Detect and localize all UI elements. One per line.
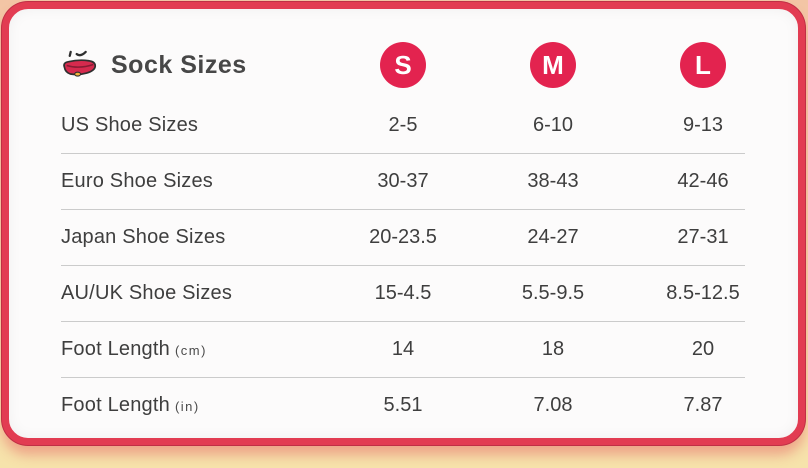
cell-value: 20 bbox=[691, 337, 715, 360]
table-row-us-shoe-sizes: US Shoe Sizes 2-5 6-10 9-13 bbox=[61, 97, 778, 153]
cell-value: 27-31 bbox=[677, 225, 729, 248]
cell-value: 30-37 bbox=[377, 169, 429, 192]
table-row-euro-shoe-sizes: Euro Shoe Sizes 30-37 38-43 42-46 bbox=[61, 153, 778, 209]
size-badge-m: M bbox=[530, 42, 576, 88]
row-unit: (cm) bbox=[174, 342, 207, 358]
row-label: Foot Length (cm) bbox=[61, 338, 328, 361]
row-label-text: AU/UK Shoe Sizes bbox=[61, 281, 233, 304]
row-label-text: US Shoe Sizes bbox=[61, 113, 199, 136]
page-title: Sock Sizes bbox=[111, 50, 247, 79]
cell-value: 42-46 bbox=[677, 169, 729, 192]
cell-value: 15-4.5 bbox=[374, 281, 432, 304]
cell-value: 38-43 bbox=[527, 169, 579, 192]
row-label: Japan Shoe Sizes bbox=[61, 226, 328, 249]
cell-value: 5.51 bbox=[383, 393, 423, 416]
cell-value: 7.87 bbox=[683, 393, 723, 416]
cell-value: 14 bbox=[391, 337, 415, 360]
table-row-japan-shoe-sizes: Japan Shoe Sizes 20-23.5 24-27 27-31 bbox=[61, 209, 778, 265]
table-row-foot-length-in: Foot Length (in) 5.51 7.08 7.87 bbox=[61, 377, 778, 433]
cell-value: 2-5 bbox=[388, 113, 418, 136]
cell-value: 20-23.5 bbox=[369, 225, 437, 248]
row-label-text: Japan Shoe Sizes bbox=[61, 225, 226, 248]
table-row-auuk-shoe-sizes: AU/UK Shoe Sizes 15-4.5 5.5-9.5 8.5-12.5 bbox=[61, 265, 778, 321]
table-row-foot-length-cm: Foot Length (cm) 14 18 20 bbox=[61, 321, 778, 377]
row-label-text: Foot Length bbox=[61, 393, 170, 416]
size-table-body: US Shoe Sizes 2-5 6-10 9-13 Euro Shoe Si… bbox=[61, 97, 778, 433]
row-unit: (in) bbox=[174, 398, 200, 414]
cell-value: 9-13 bbox=[682, 113, 724, 136]
table-header-row: Sock Sizes S M L bbox=[61, 33, 778, 97]
title-group: Sock Sizes bbox=[61, 48, 328, 82]
row-label: Foot Length (in) bbox=[61, 394, 328, 417]
size-badge-l: L bbox=[680, 42, 726, 88]
cell-value: 24-27 bbox=[527, 225, 579, 248]
cell-value: 5.5-9.5 bbox=[521, 281, 585, 304]
cell-value: 8.5-12.5 bbox=[666, 281, 740, 304]
size-badge-s: S bbox=[380, 42, 426, 88]
row-label: US Shoe Sizes bbox=[61, 114, 328, 137]
row-label-text: Euro Shoe Sizes bbox=[61, 169, 213, 192]
cell-value: 6-10 bbox=[532, 113, 574, 136]
row-label-text: Foot Length bbox=[61, 337, 170, 360]
sock-sizes-card: Sock Sizes S M L US Shoe Sizes 2-5 6-10 … bbox=[2, 2, 805, 445]
row-label: Euro Shoe Sizes bbox=[61, 170, 328, 193]
row-label: AU/UK Shoe Sizes bbox=[61, 282, 328, 305]
sock-icon bbox=[61, 48, 99, 82]
cell-value: 18 bbox=[541, 337, 565, 360]
cell-value: 7.08 bbox=[533, 393, 573, 416]
